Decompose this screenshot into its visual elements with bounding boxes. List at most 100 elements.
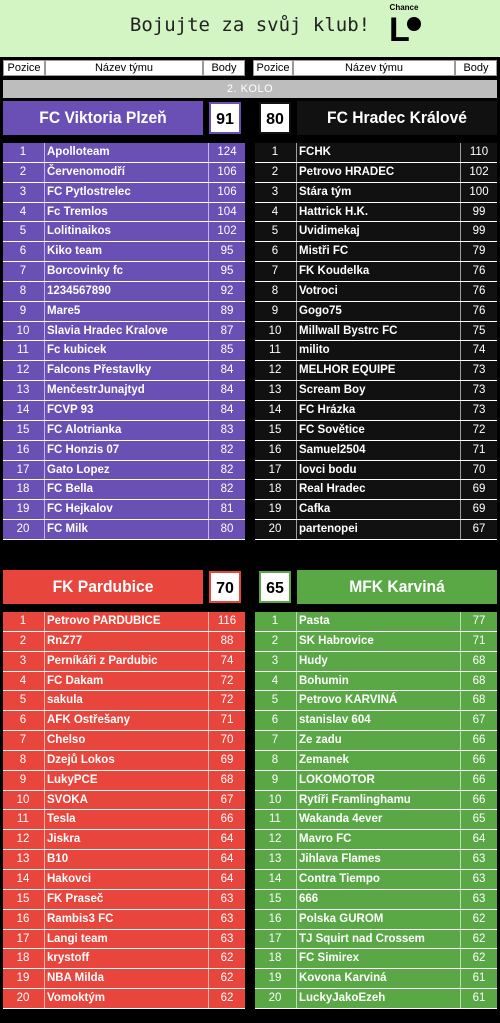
row-team-name: Hudy (299, 654, 328, 667)
column-divider (296, 420, 297, 440)
row-rank: 19 (268, 503, 282, 516)
row-team-name: FK Praseč (47, 892, 104, 905)
table-row: 8 Zemanek 66 (255, 750, 497, 771)
table-row: 4 Bohumin 68 (255, 671, 497, 692)
row-team-name: Petrovo PARDUBICE (47, 615, 161, 627)
column-divider (208, 612, 209, 631)
column-divider (460, 810, 461, 830)
table-row: 20 FC Milk 80 (3, 520, 245, 540)
table-row: 11 Fc kubicek 85 (3, 341, 245, 362)
column-divider (44, 440, 45, 460)
row-rank: 8 (271, 753, 279, 766)
row-rank: 2 (271, 634, 279, 647)
banner: Bojujte za svůj klub! Chance L (0, 0, 500, 57)
row-points: 124 (217, 146, 237, 158)
row-points: 62 (220, 972, 234, 985)
column-divider (296, 440, 297, 460)
row-rank: 11 (269, 813, 281, 826)
table-row: 3 FC Pytlostrelec 106 (3, 182, 245, 203)
column-divider (460, 989, 461, 1008)
row-rank: 13 (268, 853, 282, 866)
row-rank: 15 (16, 892, 30, 905)
row-points: 70 (472, 463, 486, 476)
column-divider (296, 929, 297, 949)
column-divider (296, 790, 297, 810)
column-divider (460, 182, 461, 202)
table-row: 7 Ze zadu 66 (255, 731, 497, 751)
column-divider (44, 929, 45, 949)
table-row: 16 Rambis3 FC 63 (3, 909, 245, 930)
row-rank: 16 (16, 443, 30, 456)
row-points: 99 (472, 225, 486, 238)
table-row: 17 TJ Squirt nad Crossem 62 (255, 929, 497, 950)
row-points: 63 (220, 912, 234, 925)
column-divider (296, 889, 297, 909)
ranking-table: 1 Petrovo PARDUBICE 116 2 RnZ77 88 3 Perníkáři … (3, 612, 245, 1009)
column-divider (208, 262, 209, 281)
column-divider (44, 889, 45, 909)
row-points: 67 (472, 714, 486, 727)
row-rank: 6 (19, 714, 27, 727)
table-row: 8 1234567890 92 (3, 281, 245, 302)
table-row: 17 Langi team 63 (3, 929, 245, 950)
column-divider (460, 790, 461, 810)
column-divider (44, 790, 45, 810)
row-rank: 14 (16, 872, 30, 885)
column-divider (460, 651, 461, 671)
row-team-name: Scream Boy (299, 384, 366, 397)
table-row: 2 Červenomodří 106 (3, 162, 245, 183)
row-points: 82 (220, 463, 234, 476)
table-row: 8 Dzejů Lokos 69 (3, 750, 245, 771)
column-divider (296, 711, 297, 731)
row-team-name: B10 (47, 853, 69, 866)
table-row: 5 sakula 72 (3, 691, 245, 712)
column-divider (44, 631, 45, 651)
column-divider (460, 612, 461, 631)
row-points: 63 (472, 872, 486, 885)
row-team-name: SVOKA (47, 793, 88, 806)
column-divider (44, 321, 45, 341)
column-divider (460, 711, 461, 731)
row-points: 72 (220, 674, 234, 687)
row-points: 68 (472, 654, 486, 667)
column-divider (296, 691, 297, 711)
row-team-name: Uvidimekaj (299, 225, 360, 238)
row-points: 75 (472, 324, 486, 337)
row-team-name: Mistři FC (299, 245, 349, 258)
row-points: 106 (217, 165, 237, 178)
row-points: 62 (472, 932, 486, 945)
column-divider (296, 810, 297, 830)
row-points: 76 (472, 284, 486, 297)
column-divider (296, 143, 297, 162)
column-divider (460, 202, 461, 222)
row-rank: 7 (19, 734, 27, 747)
row-rank: 19 (16, 503, 30, 516)
row-team-name: Votroci (299, 284, 338, 297)
table-row: 20 partenopei 67 (255, 520, 497, 540)
column-divider (296, 480, 297, 500)
column-divider (296, 281, 297, 301)
ranking-table: 1 FCHK 110 2 Petrovo HRADEC 102 3 Stára tým 100 4… (255, 143, 497, 540)
row-points: 95 (220, 265, 234, 278)
row-team-name: Chelso (47, 734, 86, 747)
column-divider (296, 949, 297, 969)
table-row: 5 Uvidimekaj 99 (255, 222, 497, 243)
row-points: 84 (220, 384, 234, 397)
table-row: 9 LOKOMOTOR 66 (255, 770, 497, 791)
column-divider (296, 969, 297, 989)
row-team-name: Mare5 (47, 304, 81, 317)
column-divider (460, 420, 461, 440)
row-rank: 9 (19, 304, 27, 317)
row-team-name: milito (299, 344, 330, 357)
column-divider (296, 671, 297, 691)
row-team-name: Dzejů Lokos (47, 753, 115, 766)
row-team-name: Stára tým (299, 185, 352, 198)
column-divider (296, 909, 297, 929)
table-row: 17 Gato Lopez 82 (3, 460, 245, 481)
row-team-name: Bohumin (299, 674, 349, 687)
row-points: 72 (472, 423, 486, 436)
column-divider (44, 143, 45, 162)
table-row: 15 FK Praseč 63 (3, 889, 245, 910)
column-divider (208, 631, 209, 651)
column-divider (44, 202, 45, 222)
